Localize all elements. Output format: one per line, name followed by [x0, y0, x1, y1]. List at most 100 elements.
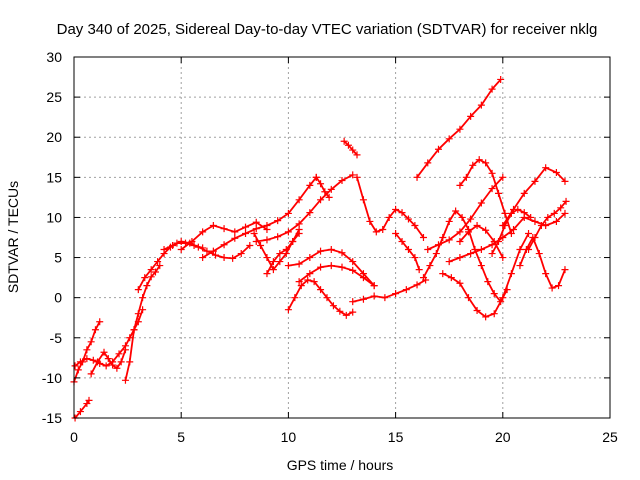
- grid-layer: [74, 57, 610, 418]
- series-arc-31: [525, 197, 570, 254]
- series-arc-04: [87, 346, 129, 378]
- data-point-marker: [510, 225, 518, 233]
- y-tick-label: -5: [50, 330, 63, 346]
- y-tick-label: 0: [54, 290, 62, 306]
- series-trace: [422, 210, 509, 303]
- data-point-marker: [413, 173, 421, 181]
- series-trace: [426, 176, 504, 251]
- data-point-marker: [329, 302, 337, 310]
- data-point-marker: [317, 247, 325, 255]
- data-point-marker: [246, 242, 254, 250]
- data-point-marker: [177, 246, 185, 254]
- data-point-marker: [284, 262, 292, 270]
- data-point-marker: [306, 209, 314, 217]
- data-point-marker: [413, 281, 421, 289]
- series-trace: [255, 173, 354, 243]
- series-arc-14: [284, 276, 357, 319]
- data-point-marker: [531, 217, 539, 225]
- data-point-marker: [304, 276, 312, 284]
- data-point-marker: [411, 254, 419, 262]
- data-layer: [70, 75, 570, 422]
- data-point-marker: [130, 326, 138, 334]
- data-point-marker: [220, 254, 228, 262]
- data-point-marker: [555, 282, 563, 290]
- data-point-marker: [104, 355, 112, 363]
- data-point-marker: [475, 156, 483, 164]
- data-point-marker: [424, 246, 432, 254]
- data-point-marker: [297, 282, 305, 290]
- data-point-marker: [490, 310, 498, 318]
- data-point-marker: [220, 225, 228, 233]
- data-point-marker: [392, 205, 400, 213]
- data-point-marker: [289, 238, 297, 246]
- data-point-marker: [121, 346, 129, 354]
- series-trace: [90, 348, 127, 375]
- data-point-marker: [516, 262, 524, 270]
- data-point-marker: [134, 286, 142, 294]
- data-point-marker: [456, 181, 464, 189]
- data-point-marker: [349, 308, 357, 316]
- data-point-marker: [209, 247, 217, 255]
- data-point-marker: [340, 137, 348, 145]
- data-point-marker: [160, 246, 168, 254]
- data-point-marker: [338, 249, 346, 257]
- data-point-marker: [482, 226, 490, 234]
- data-point-marker: [338, 263, 346, 271]
- data-point-marker: [495, 189, 503, 197]
- data-point-marker: [419, 234, 427, 241]
- data-point-marker: [117, 358, 125, 366]
- series-arc-25: [439, 229, 533, 321]
- data-point-marker: [510, 205, 518, 213]
- data-point-marker: [156, 262, 164, 270]
- data-point-marker: [252, 218, 260, 226]
- data-point-marker: [432, 250, 440, 258]
- data-point-marker: [531, 177, 539, 185]
- data-point-marker: [274, 217, 282, 225]
- y-tick-label: -15: [42, 410, 62, 426]
- data-point-marker: [306, 181, 314, 189]
- data-point-marker: [488, 169, 496, 177]
- data-point-marker: [323, 294, 331, 302]
- data-point-marker: [404, 215, 412, 223]
- series-trace: [74, 399, 90, 419]
- plot-border: [73, 56, 611, 419]
- data-point-marker: [349, 298, 357, 306]
- data-point-marker: [561, 266, 569, 274]
- data-point-marker: [306, 270, 314, 278]
- data-point-marker: [250, 229, 258, 237]
- data-point-marker: [434, 241, 442, 249]
- series-arc-20: [392, 229, 423, 274]
- data-point-marker: [398, 209, 406, 217]
- data-point-marker: [424, 159, 432, 167]
- series-arc-09: [199, 173, 320, 262]
- data-point-marker: [353, 173, 361, 181]
- series-arc-05: [121, 262, 164, 384]
- data-point-marker: [535, 250, 543, 258]
- data-point-marker: [269, 258, 277, 266]
- data-point-marker: [477, 199, 485, 207]
- data-point-marker: [91, 326, 99, 334]
- x-axis-label: GPS time / hours: [287, 457, 394, 473]
- data-point-marker: [467, 215, 475, 223]
- data-point-marker: [237, 250, 245, 258]
- series-arc-10: [252, 171, 357, 246]
- data-point-marker: [115, 350, 123, 358]
- data-point-marker: [482, 313, 490, 321]
- data-point-marker: [121, 376, 129, 384]
- data-point-marker: [520, 189, 528, 197]
- data-point-marker: [263, 221, 271, 229]
- series-trace: [298, 264, 376, 287]
- data-point-marker: [542, 270, 550, 278]
- data-point-marker: [317, 180, 325, 188]
- data-point-marker: [516, 246, 524, 254]
- data-point-marker: [276, 250, 284, 258]
- data-point-marker: [141, 274, 149, 282]
- data-point-marker: [94, 358, 102, 366]
- data-point-marker: [507, 270, 515, 278]
- series-trace: [343, 140, 358, 156]
- data-point-marker: [552, 169, 560, 177]
- data-point-marker: [477, 262, 485, 270]
- data-point-marker: [456, 254, 464, 262]
- series-trace: [266, 232, 301, 275]
